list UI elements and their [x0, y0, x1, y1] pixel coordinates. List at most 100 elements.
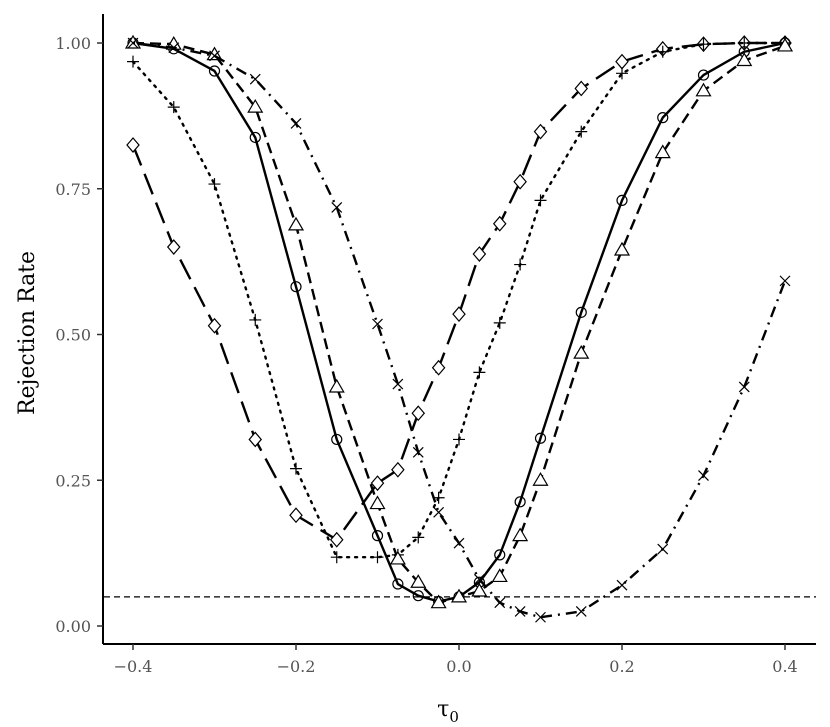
diamond-marker: [472, 246, 487, 262]
series-x: [127, 37, 791, 623]
series-layer: [124, 34, 794, 623]
x-marker: [698, 470, 709, 482]
plus-marker: [616, 67, 628, 80]
circle-marker: [412, 590, 424, 602]
circle-marker: [290, 281, 302, 293]
triangle-marker: [328, 378, 345, 393]
plus-marker: [656, 45, 669, 58]
x-marker: [249, 73, 261, 85]
circle-marker: [392, 578, 404, 590]
diamond-marker: [513, 173, 527, 190]
x-marker: [657, 543, 669, 555]
x-marker: [473, 573, 485, 585]
y-tick-label: 1.00: [55, 34, 91, 53]
x-marker: [290, 118, 302, 129]
y-axis-title: Rejection Rate: [15, 251, 40, 415]
triangle-marker: [736, 52, 753, 67]
x-marker: [616, 579, 628, 591]
triangle-marker: [389, 550, 406, 565]
x-marker: [372, 318, 383, 330]
diamond-marker: [615, 53, 629, 70]
plus-marker: [371, 551, 384, 564]
x-marker: [575, 606, 587, 617]
circle-marker: [249, 131, 261, 144]
diamond-marker: [289, 507, 303, 524]
diamond-marker: [391, 461, 405, 478]
x-marker: [738, 381, 750, 393]
plus-marker: [473, 366, 486, 379]
x-tick-label: −0.4: [114, 657, 153, 676]
x-marker: [392, 378, 404, 390]
plus-marker: [412, 531, 425, 544]
diamond-marker: [411, 405, 426, 422]
diamond-marker: [207, 317, 222, 334]
circle-marker: [616, 194, 628, 207]
triangle-marker: [410, 574, 427, 588]
triangle-marker: [450, 588, 468, 603]
diamond-marker: [166, 239, 181, 255]
series-line-dashed: [132, 41, 786, 604]
x-marker: [535, 611, 546, 623]
series-line-dotted: [131, 41, 787, 559]
circle-marker: [331, 433, 343, 446]
triangle-marker: [369, 495, 386, 510]
triangle-marker: [247, 98, 264, 113]
diamond-marker: [452, 306, 466, 323]
series-plus: [127, 37, 791, 564]
x-axis-title-symbol: τ: [437, 697, 449, 722]
triangle-marker: [430, 594, 447, 609]
circle-marker: [697, 69, 710, 81]
x-marker: [412, 446, 424, 458]
x-marker: [433, 506, 445, 518]
y-tick-label: 0.00: [55, 617, 91, 636]
circle-marker: [371, 530, 384, 542]
diamond-marker: [370, 475, 385, 492]
x-marker: [453, 537, 465, 549]
triangle-marker: [287, 216, 305, 231]
x-marker: [331, 201, 343, 213]
plus-marker: [208, 178, 221, 191]
plus-marker: [493, 316, 506, 329]
plus-marker: [697, 38, 710, 51]
x-marker: [514, 606, 526, 617]
x-marker: [209, 50, 220, 62]
x-marker: [779, 275, 791, 287]
y-tick-label: 0.25: [55, 471, 91, 490]
series-diamond: [126, 35, 792, 548]
diamond-marker: [126, 137, 140, 153]
series-line-dotdash: [132, 41, 787, 619]
circle-marker: [657, 112, 669, 124]
series-line-solid: [132, 41, 786, 603]
x-axis-title-subscript: 0: [449, 708, 459, 726]
x-tick-label: 0.0: [446, 657, 471, 676]
diamond-marker: [431, 359, 446, 376]
axes: [102, 14, 816, 645]
plus-marker: [290, 462, 302, 475]
circle-marker: [208, 65, 221, 77]
triangle-marker: [512, 527, 529, 542]
circle-marker: [514, 496, 526, 508]
triangle-marker: [471, 582, 488, 597]
diamond-marker: [574, 80, 589, 97]
diamond-marker: [329, 531, 344, 548]
plus-marker: [534, 194, 547, 207]
plus-marker: [167, 101, 180, 114]
circle-marker: [494, 549, 506, 561]
y-tick-label: 0.50: [55, 326, 91, 345]
x-axis-title: τ0: [437, 697, 459, 726]
diamond-marker: [492, 215, 507, 232]
diamond-marker: [533, 123, 548, 140]
x-tick-label: −0.2: [277, 657, 316, 676]
plus-marker: [453, 433, 465, 446]
plus-marker: [330, 551, 343, 564]
x-marker: [168, 42, 180, 54]
triangle-marker: [654, 144, 671, 159]
x-marker: [494, 597, 506, 609]
plus-marker: [514, 258, 527, 271]
triangle-marker: [124, 34, 142, 49]
triangle-marker: [491, 568, 508, 583]
diamond-marker: [248, 431, 263, 448]
plus-marker: [575, 125, 588, 138]
series-circle: [127, 37, 791, 608]
